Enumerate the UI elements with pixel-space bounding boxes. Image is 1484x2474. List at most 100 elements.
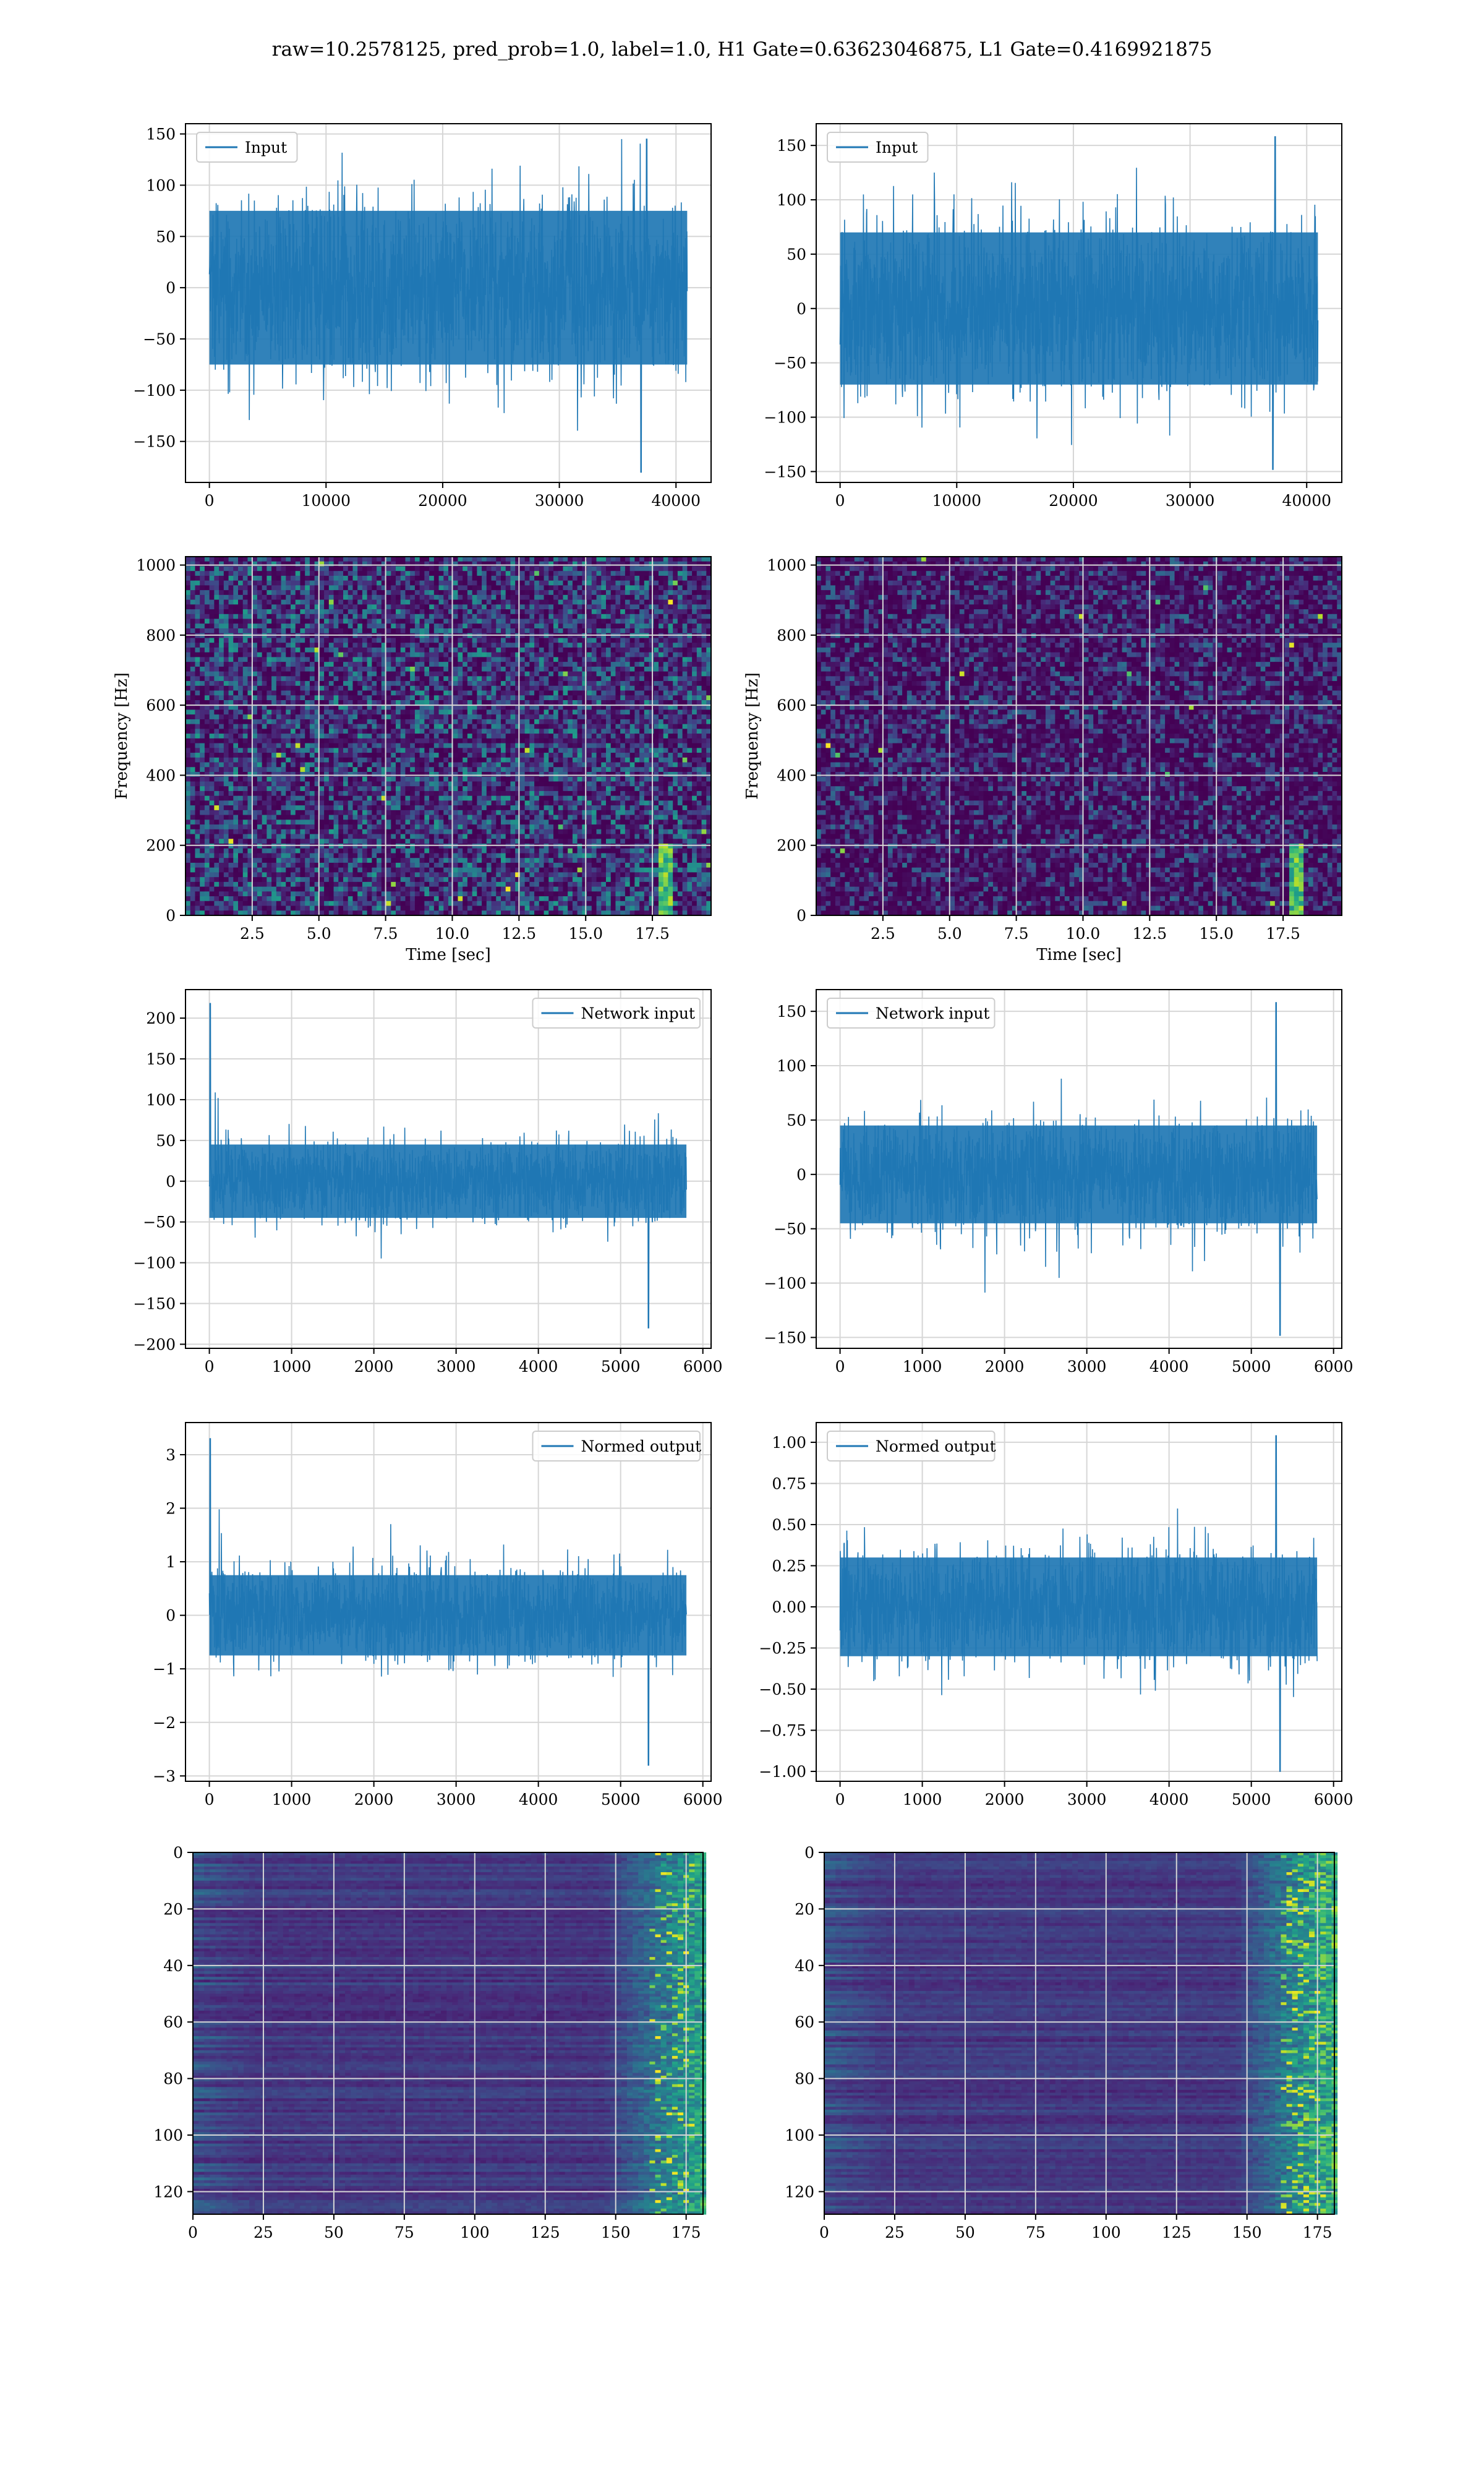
l1-normed-output-xtick-label: 6000: [1314, 1791, 1354, 1808]
h1-input-legend: Input: [197, 132, 297, 162]
h1-network-input-legend: Network input: [533, 998, 701, 1028]
l1-input-xtick-label: 40000: [1282, 492, 1331, 510]
h1-input-ytick-label: 0: [166, 279, 176, 297]
l1-spectrogram-xtick-label: 7.5: [1004, 925, 1029, 943]
l1-feature-map-xtick-label: 25: [885, 2224, 905, 2241]
h1-spectrogram-xtick-label: 15.0: [568, 925, 603, 943]
l1-normed-output-series-core: [840, 1557, 1318, 1656]
l1-normed-output-xtick-label: 0: [835, 1791, 845, 1808]
l1-network-input-ytick-label: −50: [774, 1220, 806, 1238]
l1-input-ytick-label: −50: [774, 354, 806, 372]
h1-input-series-core: [210, 211, 688, 365]
h1-spectrogram-ytick-label: 200: [146, 837, 176, 855]
l1-network-input-series-core: [840, 1126, 1318, 1223]
l1-feature-map-ytick-label: 120: [785, 2183, 814, 2201]
h1-spectrogram-ylabel: Frequency [Hz]: [113, 672, 131, 800]
h1-feature-map-xtick-label: 100: [460, 2224, 490, 2241]
h1-input-ytick-label: 50: [156, 228, 176, 246]
l1-normed-output-ytick-label: 0.75: [772, 1475, 806, 1492]
l1-input-xtick-label: 20000: [1049, 492, 1098, 510]
h1-normed-output-xtick-label: 4000: [519, 1791, 558, 1808]
h1-spectrogram-axes: 2.5 5.0 7.5 10.0 12.5 15.0 17.5020040060080010…: [113, 557, 712, 964]
l1-normed-output-axes: 0 1000 2000 3000 4000 5000 6000−1.00−0.75−0.50…: [759, 1423, 1353, 1808]
l1-feature-map-xtick-label: 150: [1232, 2224, 1262, 2241]
l1-normed-output-ytick-label: −1.00: [759, 1763, 806, 1781]
h1-input-ytick-label: −100: [133, 382, 176, 400]
h1-network-input-ytick-label: 50: [156, 1132, 176, 1150]
h1-network-input-xtick-label: 0: [205, 1358, 215, 1376]
h1-network-input-xtick-label: 4000: [519, 1358, 558, 1376]
h1-normed-output-ytick-label: 1: [166, 1553, 176, 1571]
l1-input-xtick-label: 0: [835, 492, 845, 510]
l1-network-input-legend-label: Network input: [876, 1004, 989, 1022]
l1-input-axes: 0 10000 20000 30000 40000−150−100−5005010015…: [764, 124, 1342, 510]
h1-spectrogram-ytick-label: 600: [146, 696, 176, 714]
l1-network-input-ytick-label: 150: [777, 1003, 806, 1021]
l1-spectrogram-axes: 2.5 5.0 7.5 10.0 12.5 15.0 17.5020040060080010…: [743, 557, 1342, 964]
h1-normed-output-xtick-label: 3000: [437, 1791, 476, 1808]
h1-normed-output-ytick-label: −2: [153, 1714, 176, 1732]
h1-feature-map-ytick-label: 60: [163, 2013, 183, 2031]
h1-feature-map-xtick-label: 50: [324, 2224, 344, 2241]
l1-spectrogram-ytick-label: 800: [777, 627, 806, 644]
h1-feature-map-xtick-label: 175: [672, 2224, 701, 2241]
l1-spectrogram-ytick-label: 1000: [767, 557, 806, 575]
l1-normed-output-ytick-label: −0.50: [759, 1680, 806, 1698]
h1-input-ytick-label: −50: [143, 330, 176, 348]
l1-feature-map-xtick-label: 0: [819, 2224, 829, 2241]
l1-input-xtick-label: 10000: [932, 492, 982, 510]
h1-spectrogram-ytick-label: 800: [146, 627, 176, 644]
l1-spectrogram-xlabel: Time [sec]: [1036, 946, 1122, 964]
l1-input-ytick-label: −100: [764, 409, 806, 427]
l1-input-ytick-label: 150: [777, 137, 806, 155]
l1-spectrogram-xtick-label: 2.5: [871, 925, 895, 943]
l1-network-input-axes: 0 1000 2000 3000 4000 5000 6000−150−100−500501…: [764, 990, 1353, 1376]
l1-network-input-ytick-label: −150: [764, 1329, 806, 1346]
h1-spectrogram-cells: [186, 557, 712, 916]
h1-input-xtick-label: 0: [205, 492, 215, 510]
l1-input-legend-label: Input: [876, 139, 918, 156]
l1-feature-map-xtick-label: 175: [1303, 2224, 1333, 2241]
l1-spectrogram-xtick-label: 17.5: [1266, 925, 1300, 943]
h1-input-xtick-label: 10000: [302, 492, 351, 510]
h1-spectrogram-xtick-label: 5.0: [307, 925, 331, 943]
l1-network-input-ytick-label: 0: [796, 1166, 806, 1184]
l1-normed-output-ytick-label: −0.25: [759, 1639, 806, 1657]
h1-network-input-xtick-label: 1000: [272, 1358, 312, 1376]
h1-feature-map-ytick-label: 100: [153, 2126, 183, 2144]
l1-normed-output-xtick-label: 2000: [985, 1791, 1025, 1808]
h1-feature-map-ytick-label: 80: [163, 2070, 183, 2088]
h1-feature-map-ytick-label: 120: [153, 2183, 183, 2201]
l1-spectrogram-ytick-label: 400: [777, 766, 806, 784]
l1-spectrogram-cells: [816, 557, 1342, 916]
h1-input-ytick-label: 150: [146, 126, 176, 143]
l1-feature-map-ytick-label: 20: [795, 1900, 814, 1918]
h1-normed-output-xtick-label: 6000: [683, 1791, 723, 1808]
h1-normed-output-ytick-label: 2: [166, 1500, 176, 1518]
h1-input-xtick-label: 40000: [651, 492, 701, 510]
h1-input-ytick-label: 100: [146, 176, 176, 194]
l1-feature-map-xtick-label: 125: [1162, 2224, 1192, 2241]
h1-spectrogram-xtick-label: 2.5: [240, 925, 265, 943]
h1-network-input-ytick-label: −200: [133, 1335, 176, 1353]
l1-network-input-xtick-label: 0: [835, 1358, 845, 1376]
h1-input-axes: 0 10000 20000 30000 40000−150−100−5005010015…: [133, 124, 711, 510]
h1-network-input-xtick-label: 2000: [354, 1358, 394, 1376]
h1-network-input-legend-label: Network input: [581, 1004, 695, 1022]
h1-network-input-series-core: [210, 1144, 687, 1218]
h1-input-ytick-label: −150: [133, 433, 176, 451]
h1-network-input-axes: 0 1000 2000 3000 4000 5000 6000−200−150−100−50…: [133, 990, 722, 1376]
l1-spectrogram-xtick-label: 10.0: [1066, 925, 1101, 943]
l1-input-series-core: [840, 233, 1318, 385]
h1-spectrogram-ytick-label: 400: [146, 766, 176, 784]
l1-normed-output-ytick-label: 0.25: [772, 1557, 806, 1575]
l1-feature-map-ytick-label: 80: [795, 2070, 814, 2088]
l1-network-input-ytick-label: −100: [764, 1275, 806, 1293]
h1-spectrogram-ytick-label: 0: [166, 907, 176, 925]
h1-input-legend-label: Input: [245, 139, 287, 156]
h1-feature-map-xtick-label: 25: [254, 2224, 273, 2241]
h1-normed-output-legend: Normed output: [533, 1431, 702, 1461]
h1-normed-output-ytick-label: 3: [166, 1446, 176, 1464]
